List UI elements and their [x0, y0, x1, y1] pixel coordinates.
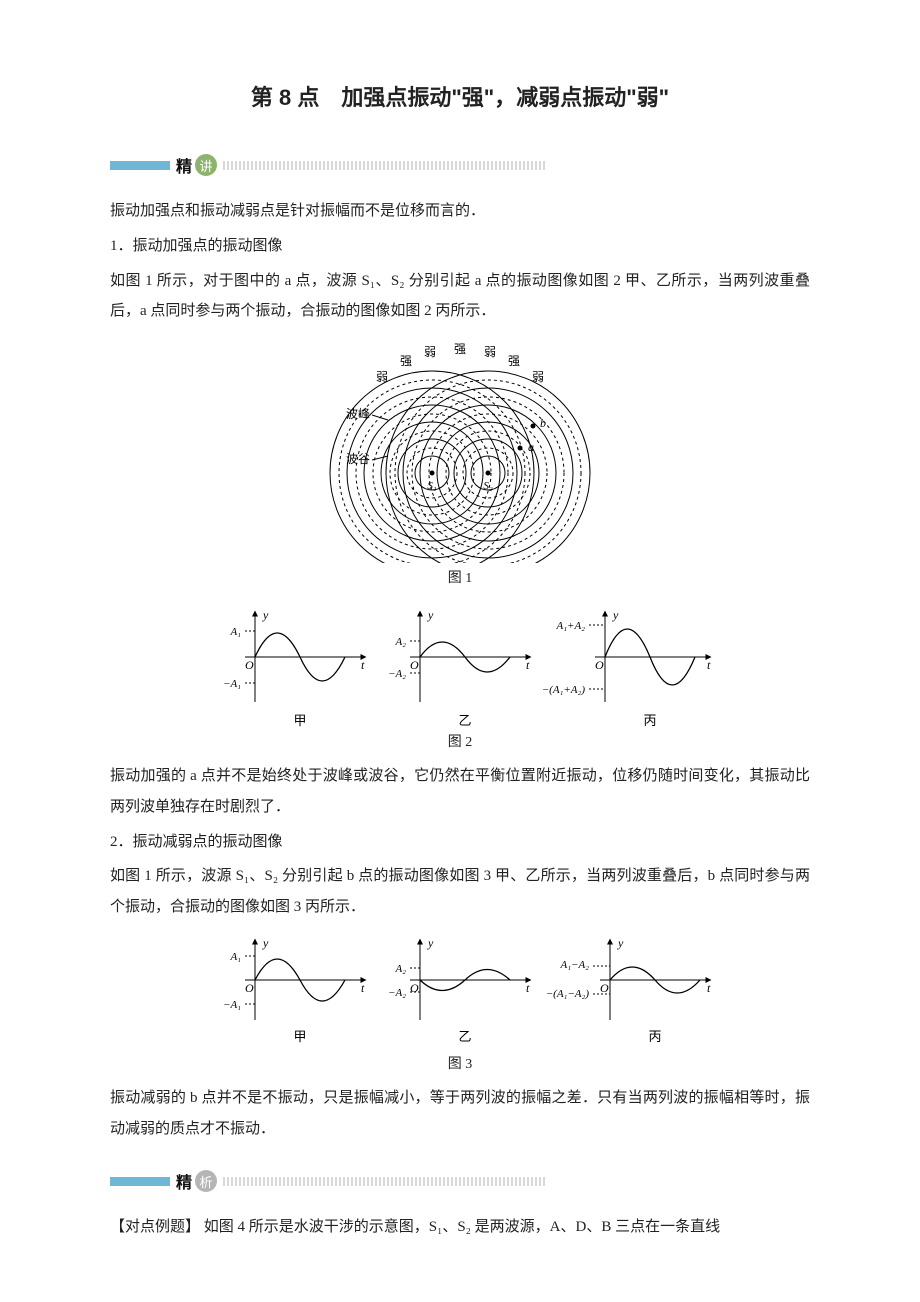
svg-text:O: O — [245, 658, 254, 672]
page-title: 第 8 点 加强点振动"强"，减弱点振动"弱" — [110, 80, 810, 112]
section2-heading: 2．振动减弱点的振动图像 — [110, 827, 810, 858]
figure-3: y t O A₁ −A₁ 甲 y t O A₂ −A₂ — [110, 929, 810, 1049]
intro-paragraph: 振动加强点和振动减弱点是针对振幅而不是位移而言的． — [110, 196, 810, 227]
fig1-label-ruo3: 弱 — [376, 370, 388, 384]
section1-heading: 1．振动加强点的振动图像 — [110, 231, 810, 262]
example-body: 如图 4 所示是水波干涉的示意图，S₁、S₂ 是两波源，A、D、B 三点在一条直… — [204, 1219, 720, 1235]
svg-text:y: y — [427, 936, 434, 950]
svg-text:t: t — [707, 658, 711, 672]
fig2-panel2-sub: 丙 — [643, 713, 656, 727]
figure-1: 强 弱 弱 强 强 弱 弱 波峰 波谷 a b S₁ S₂ — [110, 333, 810, 563]
svg-text:y: y — [617, 936, 624, 950]
svg-text:t: t — [361, 658, 365, 672]
banner2-circle-icon: 析 — [195, 1170, 217, 1192]
banner-bar-right — [223, 161, 810, 170]
svg-text:y: y — [262, 936, 269, 950]
fig2-panel0-negA: −A₁ — [223, 678, 241, 690]
banner-word: 精 — [176, 153, 192, 177]
svg-text:y: y — [612, 608, 619, 622]
fig3-panel0-posA: A₁ — [229, 951, 241, 963]
fig2-panel1-posA: A₂ — [394, 636, 406, 648]
fig1-label-ruo4: 弱 — [532, 370, 544, 384]
fig2-panel0-posA: A₁ — [229, 626, 241, 638]
fig2-panel1-sub: 乙 — [458, 713, 471, 727]
fig3-panel1-negA: −A₂ — [388, 987, 406, 999]
section2-paragraph1: 如图 1 所示，波源 S₁、S₂ 分别引起 b 点的振动图像如图 3 甲、乙所示… — [110, 861, 810, 923]
banner2-label: 精 析 — [176, 1169, 217, 1193]
fig1-label-qiang2: 强 — [400, 354, 412, 368]
banner2-word: 精 — [176, 1169, 192, 1193]
fig3-panel1-sub: 乙 — [458, 1029, 471, 1044]
fig1-label-s2: S₂ — [483, 480, 493, 492]
fig2-panel0-sub: 甲 — [293, 713, 306, 727]
svg-text:t: t — [526, 658, 530, 672]
svg-text:t: t — [361, 981, 365, 995]
fig1-label-qiang: 强 — [454, 342, 466, 356]
fig2-panel1-negA: −A₂ — [388, 668, 406, 680]
fig2-panel2-posA: A₁+A₂ — [555, 620, 585, 632]
fig1-label-bofeng: 波峰 — [346, 407, 370, 421]
figure-2-caption: 图 2 — [110, 731, 810, 751]
section-banner-xi: 精 析 — [110, 1168, 810, 1194]
svg-text:O: O — [245, 981, 254, 995]
svg-text:O: O — [600, 981, 609, 995]
example-paragraph: 【对点例题】 如图 4 所示是水波干涉的示意图，S₁、S₂ 是两波源，A、D、B… — [110, 1212, 810, 1243]
section1-paragraph1: 如图 1 所示，对于图中的 a 点，波源 S₁、S₂ 分别引起 a 点的振动图像… — [110, 266, 810, 328]
svg-text:O: O — [410, 981, 419, 995]
svg-text:t: t — [707, 981, 711, 995]
fig1-label-a: a — [528, 440, 534, 454]
svg-text:O: O — [595, 658, 604, 672]
figure-2: y t O A₁ −A₁ 甲 y t O A₂ −A₂ — [110, 597, 810, 727]
fig1-label-bogu: 波谷 — [346, 452, 370, 466]
fig1-label-b: b — [540, 416, 546, 430]
figure-1-caption: 图 1 — [110, 567, 810, 587]
fig1-label-ruo2: 弱 — [484, 345, 496, 359]
fig3-panel0-negA: −A₁ — [223, 999, 241, 1011]
svg-text:y: y — [427, 608, 434, 622]
banner-bar-left — [110, 161, 170, 170]
banner-circle-icon: 讲 — [195, 154, 217, 176]
fig3-panel1-posA: A₂ — [394, 963, 406, 975]
fig2-panel2-negA: −(A₁+A₂) — [542, 684, 586, 696]
fig1-label-s1: S₁ — [427, 480, 437, 492]
svg-text:t: t — [526, 981, 530, 995]
fig1-label-ruo: 弱 — [424, 345, 436, 359]
section-banner-jiang: 精 讲 — [110, 152, 810, 178]
example-heading: 【对点例题】 — [110, 1218, 200, 1235]
fig3-panel2-posA: A₁−A₂ — [559, 959, 589, 971]
banner2-bar-left — [110, 1177, 170, 1186]
section1-paragraph2: 振动加强的 a 点并不是始终处于波峰或波谷，它仍然在平衡位置附近振动，位移仍随时… — [110, 761, 810, 823]
section2-paragraph2: 振动减弱的 b 点并不是不振动，只是振幅减小，等于两列波的振幅之差．只有当两列波… — [110, 1083, 810, 1145]
figure-3-caption: 图 3 — [110, 1053, 810, 1073]
svg-text:y: y — [262, 608, 269, 622]
banner-label: 精 讲 — [176, 153, 217, 177]
svg-text:O: O — [410, 658, 419, 672]
fig3-panel0-sub: 甲 — [293, 1029, 306, 1044]
fig3-panel2-negA: −(A₁−A₂) — [546, 988, 590, 1000]
fig1-label-qiang3: 强 — [508, 354, 520, 368]
fig3-panel2-sub: 丙 — [648, 1029, 661, 1044]
banner2-bar-right — [223, 1177, 810, 1186]
